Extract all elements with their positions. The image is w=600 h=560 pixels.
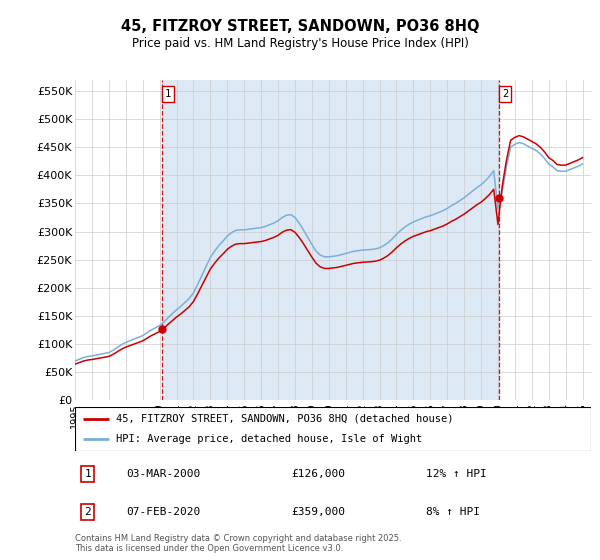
Text: 45, FITZROY STREET, SANDOWN, PO36 8HQ: 45, FITZROY STREET, SANDOWN, PO36 8HQ	[121, 20, 479, 34]
Text: Price paid vs. HM Land Registry's House Price Index (HPI): Price paid vs. HM Land Registry's House …	[131, 36, 469, 50]
Text: Contains HM Land Registry data © Crown copyright and database right 2025.
This d: Contains HM Land Registry data © Crown c…	[75, 534, 401, 553]
Text: 1: 1	[165, 89, 171, 99]
Text: HPI: Average price, detached house, Isle of Wight: HPI: Average price, detached house, Isle…	[116, 434, 422, 444]
Text: £126,000: £126,000	[292, 469, 346, 479]
Text: 12% ↑ HPI: 12% ↑ HPI	[426, 469, 487, 479]
Text: £359,000: £359,000	[292, 507, 346, 517]
Text: 07-FEB-2020: 07-FEB-2020	[127, 507, 201, 517]
Text: 45, FITZROY STREET, SANDOWN, PO36 8HQ (detached house): 45, FITZROY STREET, SANDOWN, PO36 8HQ (d…	[116, 414, 454, 424]
Bar	[163, 80, 499, 400]
Text: 03-MAR-2000: 03-MAR-2000	[127, 469, 201, 479]
Text: 2: 2	[85, 507, 91, 517]
Text: 8% ↑ HPI: 8% ↑ HPI	[426, 507, 480, 517]
Text: 2: 2	[502, 89, 508, 99]
Text: 1: 1	[85, 469, 91, 479]
